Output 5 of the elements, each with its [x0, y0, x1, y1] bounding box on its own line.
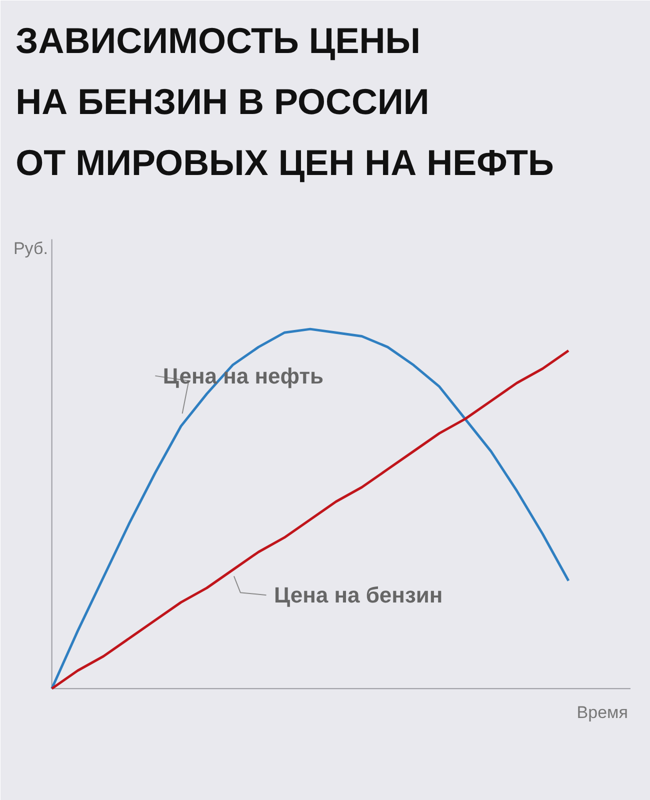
series-label: Цена на нефть	[162, 363, 324, 388]
x-axis-title: Время	[576, 702, 628, 722]
series-label: Цена на бензин	[274, 582, 443, 608]
chart-title: ЗАВИСИМОСТЬ ЦЕНЫ НА БЕНЗИН В РОССИИ ОТ МИРОВЫХ ЦЕН НА НЕФТЬ	[16, 20, 554, 184]
y-axis-title: Руб.	[13, 239, 48, 258]
